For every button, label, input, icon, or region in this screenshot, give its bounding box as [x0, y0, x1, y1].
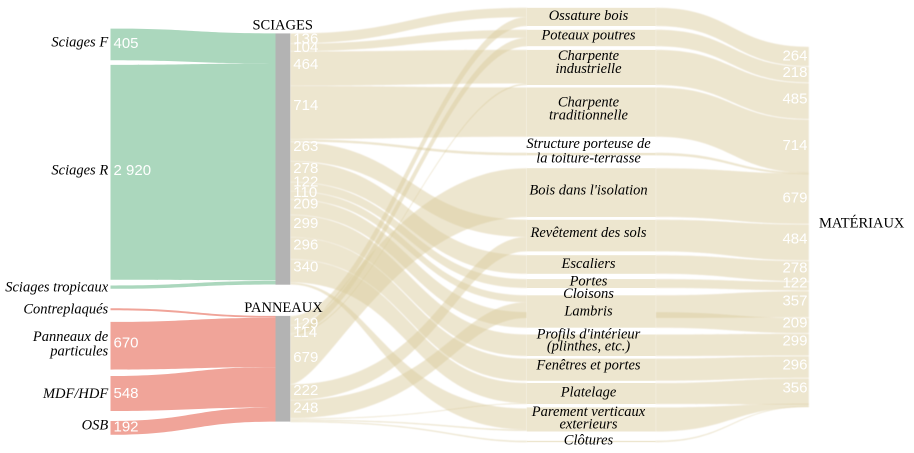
svg-text:679: 679 — [293, 349, 318, 366]
svg-text:278: 278 — [782, 259, 807, 276]
svg-text:Cloisons: Cloisons — [563, 286, 614, 302]
svg-text:Charpente: Charpente — [558, 95, 620, 111]
svg-text:Sciages R: Sciages R — [51, 162, 108, 178]
svg-text:263: 263 — [293, 138, 318, 155]
svg-text:464: 464 — [293, 56, 318, 73]
svg-text:Charpente: Charpente — [558, 48, 620, 64]
svg-text:209: 209 — [293, 195, 318, 212]
svg-text:la toiture-terrasse: la toiture-terrasse — [536, 150, 641, 166]
svg-text:Contreplaqués: Contreplaqués — [23, 301, 108, 317]
svg-text:exterieurs: exterieurs — [560, 416, 618, 432]
svg-text:222: 222 — [293, 382, 318, 399]
svg-text:356: 356 — [782, 380, 807, 397]
svg-text:679: 679 — [782, 189, 807, 206]
svg-text:278: 278 — [293, 160, 318, 177]
svg-text:714: 714 — [782, 137, 807, 154]
svg-text:OSB: OSB — [82, 418, 109, 434]
svg-text:129: 129 — [293, 315, 318, 332]
svg-text:Clôtures: Clôtures — [564, 433, 614, 449]
svg-text:136: 136 — [293, 31, 318, 48]
svg-text:industrielle: industrielle — [555, 61, 622, 77]
svg-text:122: 122 — [782, 275, 807, 292]
svg-text:traditionnelle: traditionnelle — [549, 108, 629, 124]
svg-text:209: 209 — [782, 315, 807, 332]
svg-text:Revêtement des sols: Revêtement des sols — [530, 225, 647, 241]
svg-text:Structure porteuse de: Structure porteuse de — [526, 136, 651, 152]
svg-text:714: 714 — [293, 97, 318, 114]
svg-text:Parement verticaux: Parement verticaux — [531, 404, 646, 420]
svg-text:110: 110 — [293, 184, 317, 201]
svg-text:670: 670 — [114, 335, 139, 352]
svg-text:Profils d'intérieur: Profils d'intérieur — [536, 327, 641, 343]
svg-text:296: 296 — [293, 237, 318, 254]
svg-text:2 920: 2 920 — [114, 162, 152, 179]
svg-text:Bois dans l'isolation: Bois dans l'isolation — [529, 182, 647, 198]
svg-text:484: 484 — [782, 231, 807, 248]
svg-text:485: 485 — [782, 91, 807, 108]
svg-text:122: 122 — [293, 174, 318, 191]
svg-text:405: 405 — [114, 35, 139, 52]
svg-text:114: 114 — [293, 324, 317, 341]
svg-text:548: 548 — [114, 385, 139, 402]
svg-text:Portes: Portes — [569, 274, 608, 290]
svg-text:Ossature bois: Ossature bois — [549, 8, 629, 24]
svg-text:(plinthes, etc.): (plinthes, etc.) — [547, 339, 631, 355]
svg-text:248: 248 — [293, 400, 318, 417]
svg-text:340: 340 — [293, 258, 318, 275]
svg-text:Poteaux poutres: Poteaux poutres — [540, 27, 635, 43]
svg-text:104: 104 — [293, 39, 318, 56]
svg-text:Escaliers: Escaliers — [561, 256, 616, 272]
svg-text:299: 299 — [782, 333, 807, 350]
svg-text:Panneaux de: Panneaux de — [32, 329, 109, 345]
svg-text:Sciages tropicaux: Sciages tropicaux — [5, 280, 109, 296]
svg-text:Sciages F: Sciages F — [51, 35, 108, 51]
svg-text:296: 296 — [782, 357, 807, 374]
svg-text:MDF/HDF: MDF/HDF — [42, 386, 108, 402]
svg-text:Lambris: Lambris — [563, 304, 613, 320]
svg-text:Platelage: Platelage — [560, 384, 617, 400]
svg-text:357: 357 — [782, 293, 807, 310]
svg-text:PANNEAUX: PANNEAUX — [244, 300, 323, 316]
svg-text:299: 299 — [293, 215, 318, 232]
svg-text:particules: particules — [49, 343, 108, 359]
svg-text:264: 264 — [782, 47, 807, 64]
svg-text:SCIAGES: SCIAGES — [252, 18, 312, 34]
svg-text:218: 218 — [782, 64, 807, 81]
svg-text:192: 192 — [114, 419, 139, 436]
svg-text:MATÉRIAUX: MATÉRIAUX — [819, 215, 905, 232]
svg-text:Fenêtres et portes: Fenêtres et portes — [535, 358, 641, 374]
